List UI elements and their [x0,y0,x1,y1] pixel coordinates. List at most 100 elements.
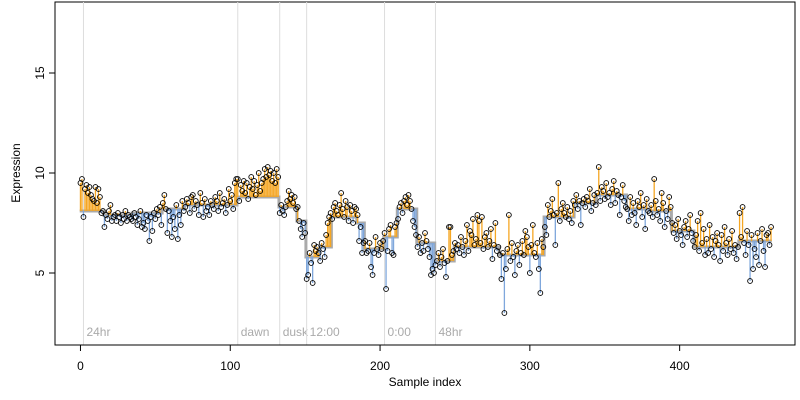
point [281,212,288,218]
point [308,260,315,266]
point [336,202,343,208]
point [255,170,262,176]
point [405,192,412,198]
point [158,222,165,228]
point [705,250,711,256]
point [700,226,707,232]
point [582,204,589,210]
point [684,234,690,240]
point [640,202,647,208]
point [660,200,667,206]
point [712,238,719,244]
point [273,166,280,172]
point [384,248,391,254]
point [661,224,668,230]
point [94,200,100,206]
point [425,246,431,252]
point [654,212,661,218]
point [390,252,397,258]
point [565,216,572,222]
point [468,232,475,238]
point [80,214,87,220]
point [699,240,705,246]
point [513,248,520,254]
point [399,210,406,216]
point [634,198,641,204]
point [643,196,650,202]
point [151,210,157,216]
point [222,210,229,216]
point [185,200,192,206]
point [197,190,204,196]
point [145,218,151,224]
point [691,244,698,250]
point [642,226,649,232]
point [249,186,256,192]
point [320,246,326,252]
point [437,264,443,270]
point [736,210,743,216]
point [176,212,183,218]
point [646,210,653,216]
point [285,188,292,194]
point [708,246,714,252]
point [658,190,665,196]
point [309,280,316,286]
point [748,232,755,238]
point [149,228,156,234]
point [500,250,506,256]
marker-label: 48hr [438,325,462,339]
point [95,186,102,192]
point [519,238,526,244]
point [234,176,241,182]
point [697,210,704,216]
point [434,258,440,264]
point [610,178,617,184]
point [549,196,556,202]
point [765,230,771,236]
point [419,240,425,246]
point [667,204,674,210]
point [754,230,761,236]
point [522,228,529,234]
point [606,190,613,196]
point [201,196,208,202]
point [717,258,723,264]
point [458,234,464,240]
point [759,226,765,232]
point [189,192,196,198]
point [341,214,347,220]
point [353,206,359,212]
point [681,224,687,230]
point [573,192,580,198]
point [655,206,662,212]
point [507,258,514,264]
point [366,240,373,246]
point [305,272,312,278]
point [555,180,562,186]
point [136,216,142,222]
point [637,190,644,196]
point [673,236,680,242]
point [652,198,659,204]
point [630,200,637,206]
x-tick-label: 100 [220,359,240,373]
point [327,210,334,216]
point [372,234,379,240]
point [243,180,250,186]
point [106,208,112,214]
point [323,232,329,238]
x-tick-label: 200 [370,359,390,373]
point [297,226,304,232]
point [174,236,181,242]
point [552,242,559,248]
point [137,208,144,214]
point [693,232,699,238]
point [688,230,695,236]
point [715,242,722,248]
point [191,206,198,212]
point [275,174,282,180]
point [679,242,686,248]
point [651,176,658,182]
point [165,208,172,214]
